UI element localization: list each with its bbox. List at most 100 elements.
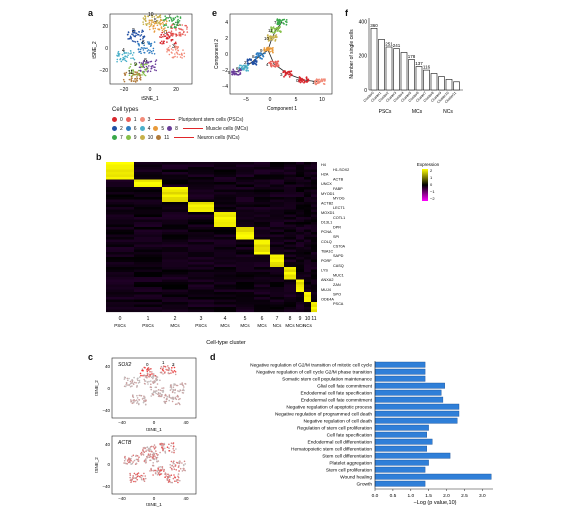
cluster-tick: 6 [261, 316, 264, 322]
scatter-point [132, 57, 135, 60]
trajectory-point [274, 28, 277, 30]
scatter-point [126, 56, 129, 58]
heatmap-cell [254, 227, 270, 230]
scatter-point [133, 73, 136, 76]
d-category-label: Wound healing [340, 475, 372, 481]
feature-point [157, 454, 159, 456]
heatmap-cell [284, 267, 296, 270]
trajectory-point [259, 56, 261, 59]
feature-point [159, 379, 161, 382]
trajectory-point [274, 61, 277, 64]
feature-point [154, 386, 157, 389]
heatmap-cell [134, 234, 162, 238]
heatmap-cell [296, 172, 304, 175]
cluster-tick: 7 [276, 316, 279, 322]
heatmap-cell [254, 274, 270, 278]
trajectory-point [246, 59, 249, 62]
feature-point [143, 399, 145, 402]
heatmap-cell [188, 277, 214, 280]
trajectory-cluster-label: 9 [260, 48, 263, 53]
feature-point [177, 390, 179, 392]
feature-point [132, 382, 134, 385]
e-ylabel: Component 2 [214, 39, 220, 69]
heatmap-cell [134, 162, 162, 165]
legend-cluster-id: 2 [120, 125, 123, 132]
scatter-point [171, 38, 174, 41]
feature-point [151, 457, 154, 459]
heatmap-cell [162, 254, 188, 258]
heatmap-cell [214, 174, 236, 178]
feature-point [172, 466, 175, 468]
heatmap-cell [134, 284, 162, 288]
feature-point [148, 374, 151, 377]
scatter-point [171, 56, 174, 59]
heatmap-cell [311, 267, 317, 270]
heatmap-cell [304, 259, 311, 263]
heatmap-cell [188, 237, 214, 240]
scatter-point [132, 73, 135, 76]
feature-point [129, 385, 132, 388]
heatmap-cell [304, 212, 311, 215]
heatmap-cell [254, 294, 270, 298]
heatmap-cell [304, 262, 311, 265]
heatmap-cell [304, 222, 311, 225]
f-ytick: 0 [364, 88, 367, 94]
scatter-point [117, 54, 120, 57]
feature-point [161, 466, 164, 469]
scatter-point [145, 65, 148, 68]
feature-point [163, 442, 166, 445]
heatmap-cell [106, 274, 134, 278]
heatmap-cell [162, 309, 188, 313]
scatter-point [170, 30, 173, 32]
feature-point [126, 384, 128, 386]
scatter-point [153, 16, 156, 18]
heatmap-cell [214, 244, 236, 248]
d-category-label: Negative regulation of apoptotic process [286, 405, 372, 411]
feature-point [128, 383, 131, 386]
heatmap-cell [304, 234, 311, 238]
heatmap-cell [254, 257, 270, 260]
feature-point [175, 398, 178, 401]
heatmap-cell [214, 207, 236, 210]
trajectory-point [270, 47, 273, 50]
scatter-point [133, 58, 136, 61]
heatmap-cell [236, 269, 254, 273]
heatmap-cell [311, 237, 317, 240]
legend-dot [139, 117, 145, 122]
feature-point [136, 455, 139, 457]
heatmap-cell [311, 207, 317, 210]
legend-dot [167, 126, 173, 131]
scatter-point [116, 60, 118, 63]
scatter-point [133, 40, 135, 43]
scatter-point [168, 31, 170, 34]
scatter-point [150, 50, 153, 53]
scatter-point [175, 51, 178, 54]
feature-point [168, 447, 170, 449]
heatmap-cell [270, 242, 284, 245]
heatmap-cell [162, 224, 188, 228]
heatmap-cell [296, 232, 304, 235]
trajectory-point [288, 76, 291, 78]
heatmap-cell [284, 269, 296, 273]
trajectory-point [231, 73, 234, 76]
feature-point [156, 383, 159, 385]
cluster-label: 6 [142, 40, 145, 46]
d-bar [374, 452, 451, 459]
trajectory-point [314, 83, 317, 86]
heatmap-cell [188, 244, 214, 248]
scatter-point [154, 63, 157, 65]
heatmap-cell [296, 267, 304, 270]
heatmap-cell [188, 207, 214, 210]
scatter-point [137, 69, 140, 72]
feature-point [171, 400, 174, 403]
scatter-point [148, 65, 150, 67]
heatmap-cell [236, 289, 254, 293]
d-xtick-label: 0.0 [372, 493, 379, 499]
heatmap-cell [106, 234, 134, 238]
heatmap-cell [236, 187, 254, 190]
feature-point [144, 461, 147, 463]
trajectory-point [283, 75, 285, 78]
scatter-point [163, 42, 165, 45]
heatmap-cell [106, 297, 134, 300]
feature-point [167, 372, 170, 374]
